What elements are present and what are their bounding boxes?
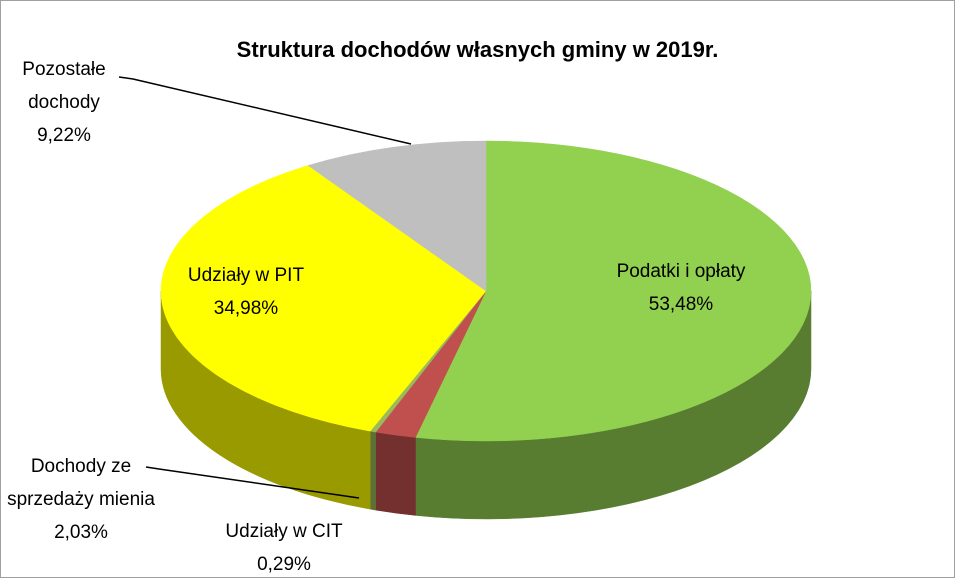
- slice-label: Dochody ze sprzedaży mienia 2,03%: [6, 450, 156, 549]
- slice: [415, 140, 812, 442]
- slice-label: Udziały w PIT 34,98%: [161, 259, 331, 325]
- slice-label: Pozostałe dochody 9,22%: [9, 53, 119, 152]
- category-label: Dochody ze sprzedaży mienia: [7, 456, 155, 510]
- category-label: Udziały w PIT: [187, 265, 305, 286]
- value-label: 2,03%: [54, 522, 108, 543]
- slice-side: [375, 431, 416, 516]
- category-label: Podatki i opłaty: [616, 261, 746, 282]
- chart-title: Struktura dochodów własnych gminy w 2019…: [236, 37, 719, 62]
- slice-label: Podatki i opłaty 53,48%: [591, 255, 771, 321]
- slice: [307, 140, 487, 292]
- value-label: 0,29%: [257, 554, 311, 575]
- leader-line: [145, 466, 360, 499]
- value-label: 34,98%: [213, 298, 279, 319]
- slice-side: [369, 430, 376, 511]
- category-label: Udziały w CIT: [225, 521, 343, 542]
- slice: [160, 165, 487, 432]
- leader-line: [118, 76, 412, 145]
- category-label: Pozostałe dochody: [22, 59, 106, 113]
- value-label: 53,48%: [648, 294, 714, 315]
- value-label: 9,22%: [37, 125, 91, 146]
- slice-label: Udziały w CIT 0,29%: [204, 515, 364, 577]
